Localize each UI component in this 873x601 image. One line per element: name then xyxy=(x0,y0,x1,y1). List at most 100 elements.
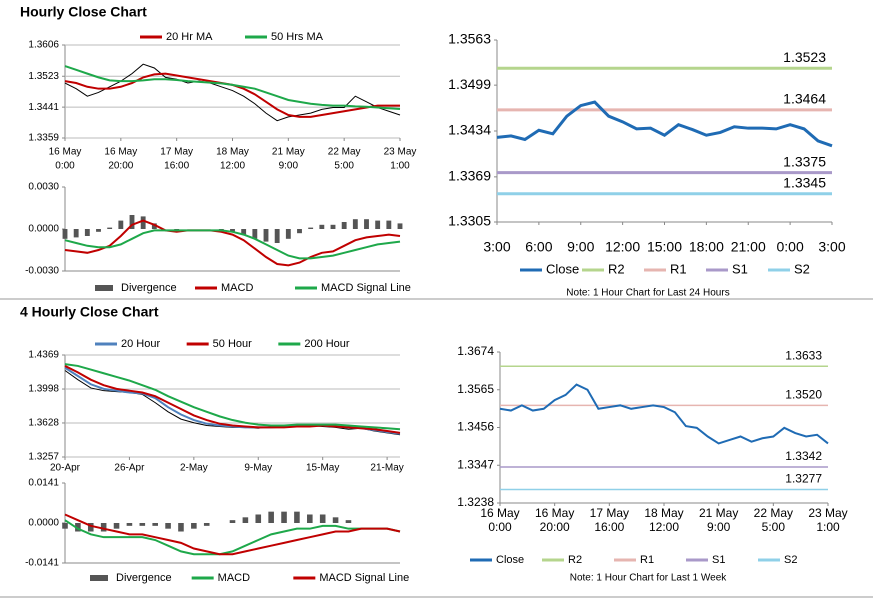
line xyxy=(499,383,829,445)
bar xyxy=(62,229,68,239)
bar xyxy=(242,517,249,523)
level-label: 1.3342 xyxy=(785,449,822,463)
legend-label: Divergence xyxy=(121,282,177,294)
y-tick-label: 0.0030 xyxy=(28,182,59,193)
legend-label: MACD xyxy=(218,572,250,584)
x-tick-label: 16:00 xyxy=(594,520,624,534)
bar xyxy=(230,229,235,232)
x-tick-label: 12:00 xyxy=(649,520,679,534)
y-tick-label: 1.3347 xyxy=(457,457,494,471)
line xyxy=(496,100,833,148)
bar xyxy=(140,216,146,229)
line xyxy=(64,519,401,556)
x-tick-label: 3:00 xyxy=(818,239,845,255)
y-tick-label: 1.3238 xyxy=(457,495,494,509)
bar xyxy=(129,215,135,229)
bar xyxy=(107,227,113,229)
bar xyxy=(178,523,184,532)
level-label: 1.3520 xyxy=(785,388,822,402)
x-tick-label: 21 May xyxy=(699,506,738,520)
legend-label: R1 xyxy=(640,554,654,566)
x-tick-label: 26-Apr xyxy=(114,463,145,474)
line xyxy=(64,513,401,556)
bar xyxy=(281,511,287,523)
y-tick-label: 1.3563 xyxy=(448,31,491,47)
x-tick-label: 15:00 xyxy=(647,239,682,255)
y-tick-label: 1.3456 xyxy=(457,420,494,434)
x-tick-label: 5:00 xyxy=(762,520,786,534)
x-tick-label: 16 May xyxy=(49,147,82,158)
level-label: 1.3345 xyxy=(783,174,826,190)
y-tick-label: 1.3434 xyxy=(448,122,491,138)
x-tick-label: 23 May xyxy=(808,506,847,520)
bar xyxy=(75,523,81,532)
y-tick-label: 1.3606 xyxy=(28,40,59,51)
x-tick-label: 0:00 xyxy=(777,239,804,255)
x-tick-label: 3:00 xyxy=(483,239,510,255)
y-tick-label: 0.0141 xyxy=(28,478,59,489)
x-tick-label: 9-May xyxy=(244,463,272,474)
bar xyxy=(386,220,392,229)
line xyxy=(64,366,401,435)
legend-label: 20 Hour xyxy=(121,338,160,350)
bar xyxy=(352,219,358,229)
legend-label: MACD xyxy=(221,282,253,294)
x-tick-label: 12:00 xyxy=(605,239,640,255)
line xyxy=(64,65,401,111)
bar xyxy=(73,229,79,238)
bar xyxy=(308,227,314,229)
line xyxy=(64,229,401,260)
bar xyxy=(84,229,90,236)
x-tick-label: 20:00 xyxy=(540,520,570,534)
bar xyxy=(341,222,347,229)
bar xyxy=(268,511,274,523)
bar xyxy=(165,523,171,529)
y-tick-label: 0.0000 xyxy=(28,518,59,529)
y-tick-label: 1.3499 xyxy=(448,76,491,92)
bar xyxy=(241,229,247,235)
x-tick-label: 1:00 xyxy=(816,520,840,534)
y-tick-label: 1.3257 xyxy=(28,452,59,463)
x-tick-label: 20-Apr xyxy=(50,463,81,474)
x-tick-label: 0:00 xyxy=(55,161,75,172)
y-tick-label: 1.4369 xyxy=(28,350,59,361)
level-label: 1.3523 xyxy=(783,49,826,65)
bar xyxy=(332,517,339,523)
bar xyxy=(319,224,325,229)
y-tick-label: 1.3674 xyxy=(457,344,494,358)
x-tick-label: 1:00 xyxy=(390,161,410,172)
line xyxy=(64,363,401,431)
y-tick-label: 1.3523 xyxy=(28,71,59,82)
legend-label: 20 Hr MA xyxy=(166,31,213,43)
x-tick-label: 16 May xyxy=(535,506,574,520)
bar xyxy=(203,523,210,526)
x-tick-label: 2-May xyxy=(180,463,208,474)
x-tick-label: 9:00 xyxy=(707,520,731,534)
x-tick-label: 17 May xyxy=(160,147,193,158)
x-tick-label: 21 May xyxy=(272,147,305,158)
y-tick-label: 1.3628 xyxy=(28,418,59,429)
bar xyxy=(397,223,403,229)
bar xyxy=(274,229,280,243)
x-tick-label: 16 May xyxy=(104,147,137,158)
y-tick-label: 1.3565 xyxy=(457,382,494,396)
level-label: 1.3464 xyxy=(783,91,826,107)
bar xyxy=(191,523,197,529)
bar xyxy=(62,523,68,529)
legend-label: S2 xyxy=(784,554,797,566)
x-tick-label: 23 May xyxy=(384,147,417,158)
bar xyxy=(319,514,326,523)
level-label: 1.3375 xyxy=(783,153,826,169)
bar xyxy=(96,229,101,232)
y-tick-label: 1.3359 xyxy=(28,133,59,144)
x-tick-label: 16:00 xyxy=(164,161,189,172)
bar xyxy=(252,229,258,239)
x-tick-label: 17 May xyxy=(590,506,629,520)
legend-label: 200 Hour xyxy=(304,338,350,350)
x-tick-label: 0:00 xyxy=(488,520,512,534)
y-tick-label: 0.0000 xyxy=(28,224,59,235)
y-tick-label: 1.3305 xyxy=(448,213,491,229)
bar xyxy=(255,514,262,523)
legend-label: MACD Signal Line xyxy=(319,572,409,584)
bar xyxy=(294,511,300,523)
